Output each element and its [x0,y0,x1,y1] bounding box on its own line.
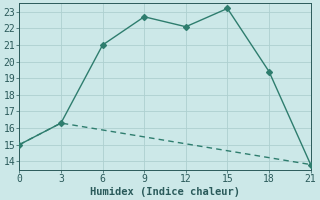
X-axis label: Humidex (Indice chaleur): Humidex (Indice chaleur) [90,186,240,197]
